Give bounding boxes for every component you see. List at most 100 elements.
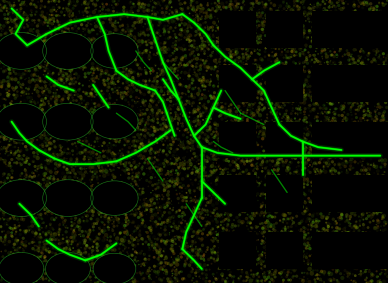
- Point: [206, 174, 212, 179]
- Point: [220, 194, 226, 198]
- Point: [11, 18, 17, 23]
- Point: [206, 173, 212, 178]
- Point: [23, 47, 29, 52]
- Point: [11, 70, 17, 74]
- Point: [223, 127, 229, 132]
- Point: [196, 182, 202, 186]
- Point: [361, 237, 367, 242]
- Point: [117, 269, 123, 273]
- Point: [189, 7, 195, 12]
- Point: [365, 2, 371, 6]
- Point: [6, 143, 12, 147]
- Point: [39, 189, 45, 194]
- Point: [348, 93, 354, 98]
- Point: [144, 27, 151, 32]
- Point: [35, 38, 42, 42]
- Point: [29, 47, 35, 52]
- Point: [120, 211, 126, 215]
- Point: [16, 30, 22, 35]
- Point: [335, 72, 341, 77]
- Point: [165, 203, 171, 208]
- Point: [191, 119, 197, 124]
- Point: [360, 1, 366, 6]
- Point: [78, 245, 84, 250]
- Point: [379, 81, 385, 86]
- Point: [77, 263, 83, 267]
- Point: [335, 229, 341, 234]
- Point: [217, 152, 223, 156]
- Point: [193, 209, 199, 213]
- Point: [225, 174, 231, 179]
- Point: [333, 28, 339, 32]
- Point: [5, 83, 12, 87]
- Point: [220, 173, 226, 177]
- Point: [291, 127, 298, 132]
- Point: [152, 155, 158, 160]
- Point: [132, 21, 138, 25]
- Point: [300, 160, 306, 165]
- Point: [175, 201, 182, 205]
- Point: [287, 280, 293, 283]
- Point: [51, 271, 57, 276]
- Point: [316, 254, 322, 259]
- Point: [112, 192, 118, 196]
- Point: [102, 47, 108, 52]
- Point: [18, 148, 24, 153]
- Point: [211, 274, 217, 279]
- Point: [4, 274, 10, 278]
- Point: [2, 135, 8, 140]
- Point: [3, 234, 9, 238]
- Point: [70, 260, 76, 265]
- Point: [189, 78, 196, 82]
- Point: [225, 107, 232, 112]
- Point: [330, 114, 336, 119]
- Point: [0, 186, 7, 191]
- Point: [302, 68, 308, 73]
- Point: [376, 121, 382, 125]
- Point: [236, 219, 242, 224]
- Point: [188, 162, 194, 166]
- Point: [284, 38, 290, 43]
- Point: [216, 122, 222, 127]
- Point: [68, 193, 74, 198]
- Point: [47, 14, 53, 18]
- Point: [192, 92, 198, 96]
- Point: [235, 85, 241, 89]
- Point: [78, 258, 85, 262]
- Point: [324, 89, 330, 94]
- Point: [356, 93, 362, 98]
- Point: [108, 161, 114, 166]
- Point: [87, 200, 94, 204]
- Point: [172, 117, 178, 121]
- Point: [123, 117, 130, 121]
- Point: [27, 115, 33, 120]
- Point: [296, 7, 303, 11]
- Point: [161, 189, 167, 194]
- Point: [38, 163, 44, 167]
- Point: [121, 143, 128, 147]
- Point: [285, 115, 291, 120]
- Point: [350, 19, 356, 23]
- Point: [216, 146, 222, 151]
- Point: [370, 125, 376, 129]
- Point: [320, 26, 326, 30]
- Point: [103, 69, 109, 74]
- Point: [382, 138, 388, 143]
- Point: [177, 236, 184, 241]
- Point: [124, 166, 130, 171]
- Point: [165, 176, 171, 181]
- Point: [241, 22, 248, 27]
- Point: [123, 70, 129, 74]
- Point: [19, 40, 25, 45]
- Point: [333, 193, 340, 198]
- Point: [144, 43, 150, 47]
- Point: [142, 112, 148, 116]
- Point: [262, 54, 268, 59]
- Point: [325, 230, 331, 234]
- Point: [25, 268, 31, 272]
- Point: [70, 78, 76, 82]
- Point: [133, 182, 140, 187]
- Point: [129, 276, 135, 280]
- Point: [165, 145, 171, 150]
- Point: [266, 57, 272, 62]
